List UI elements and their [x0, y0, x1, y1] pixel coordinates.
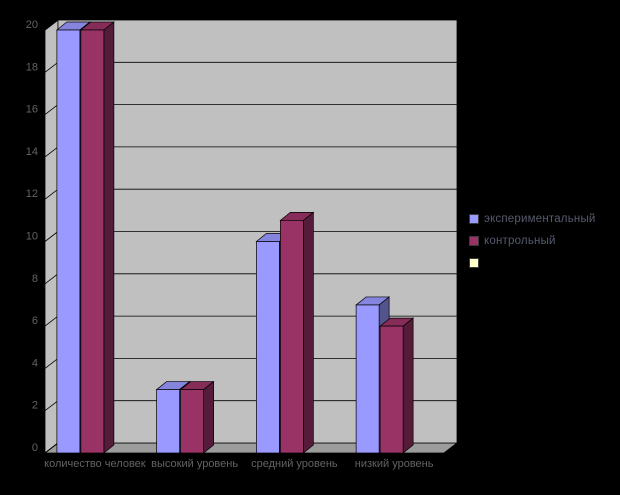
y-tick: [44, 231, 59, 242]
y-tick: [44, 104, 59, 115]
legend-swatch-control: [469, 235, 479, 246]
category-label: высокий уровень: [151, 458, 238, 470]
legend: экспериментальный контрольный: [469, 212, 596, 269]
y-tick-label: 6: [32, 315, 38, 327]
bar-1-cat-1: [180, 389, 204, 454]
legend-swatch-experimental: [469, 213, 479, 224]
legend-item: контрольный: [469, 234, 596, 247]
category-label: средний уровень: [251, 458, 338, 470]
bar-1-cat-2: [280, 220, 304, 454]
y-tick-label: 4: [32, 357, 38, 369]
bar-side: [203, 380, 214, 454]
bar-side: [402, 317, 414, 454]
bar-1-cat-3: [379, 325, 404, 454]
y-tick-label: 12: [26, 188, 38, 200]
y-tick-label: 8: [32, 273, 38, 285]
y-tick: [44, 61, 59, 73]
y-tick: [44, 146, 59, 158]
bar-side: [103, 21, 115, 454]
bar-0-cat-1: [156, 389, 180, 454]
bar-0-cat-0: [56, 29, 81, 454]
category-label: количество человек: [44, 458, 146, 470]
category-label: низкий уровень: [355, 458, 434, 470]
y-tick-label: 14: [26, 146, 38, 158]
legend-label: экспериментальный: [484, 212, 596, 225]
legend-item: [469, 256, 596, 269]
y-tick: [44, 273, 59, 285]
y-tick: [44, 19, 59, 31]
y-tick-label: 2: [32, 400, 38, 412]
legend-item: экспериментальный: [469, 212, 596, 225]
legend-label: контрольный: [484, 234, 556, 247]
bar-1-cat-0: [80, 29, 105, 454]
bar-0-cat-3: [355, 304, 380, 454]
y-tick-label: 10: [26, 231, 38, 243]
bar-0-cat-2: [256, 241, 280, 454]
y-tick: [44, 315, 59, 327]
y-tick-label: 0: [32, 442, 38, 454]
y-tick-label: 20: [26, 19, 38, 31]
bar-side: [303, 211, 314, 454]
y-tick: [44, 442, 59, 454]
y-tick: [44, 400, 59, 412]
y-tick-label: 18: [26, 61, 38, 73]
y-tick-label: 16: [26, 104, 38, 116]
y-tick: [44, 358, 59, 369]
y-tick: [44, 188, 59, 200]
legend-swatch-empty: [469, 257, 479, 268]
